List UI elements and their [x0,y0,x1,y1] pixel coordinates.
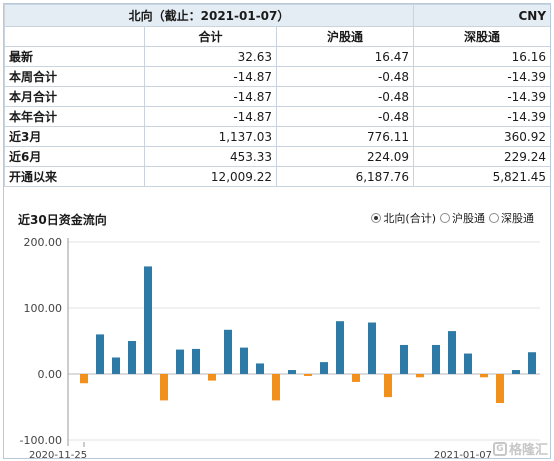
row-label: 近3月 [4,126,145,147]
y-tick-label: 0.00 [38,368,63,381]
cell-shenzhen: -14.39 [413,86,550,107]
cell-shenzhen: 16.16 [413,46,550,67]
cell-total: 32.63 [144,46,277,67]
cell-total: 12,009.22 [144,166,277,187]
y-tick-label: 200.00 [24,236,63,249]
bar [144,266,152,374]
radio-icon[interactable] [440,213,450,223]
watermark: G 格隆汇 [492,439,548,458]
column-header-shenzhen: 深股通 [413,26,550,47]
legend-option-2[interactable]: 深股通 [489,210,534,226]
table-title-row: 北向（截止：2021-01-07） CNY [4,4,550,27]
bar [256,363,264,374]
radio-icon[interactable] [489,213,499,223]
cell-shanghai: -0.48 [275,86,415,107]
bar [160,374,168,401]
cell-shanghai: 16.47 [275,46,415,67]
watermark-logo-icon: G [492,441,507,456]
row-label: 本年合计 [4,106,145,127]
bar [400,344,408,374]
cell-shanghai: -0.48 [275,66,415,87]
bar [352,374,360,382]
bar [320,362,328,374]
y-tick-label: 100.00 [24,302,63,315]
cell-shenzhen: 360.92 [413,126,550,147]
table-header-row: 合计 沪股通 深股通 [4,26,550,47]
table-row: 近3月 1,137.03 776.11 360.92 [4,126,550,147]
cell-shanghai: 224.09 [275,146,415,167]
bar [288,370,296,374]
bar [112,357,120,374]
currency-label: CNY [413,4,550,27]
bar [512,370,520,374]
bar [464,353,472,374]
y-tick-label: -100.00 [20,434,62,447]
bar [448,331,456,374]
bar [80,374,88,384]
bar [496,374,504,404]
bar [176,349,184,374]
legend-label: 沪股通 [452,212,485,225]
row-label: 本周合计 [4,66,145,87]
column-header-total: 合计 [144,26,277,47]
cell-shanghai: 6,187.76 [275,166,415,187]
northbound-table: 北向（截止：2021-01-07） CNY 合计 沪股通 深股通 最新 32.63… [4,4,550,187]
table-title: 北向（截止：2021-01-07） [4,4,415,27]
flow-chart-plot: 200.00 100.00 0.00 -100.00 2020-11-25 2021-01… [20,236,540,459]
table-row: 近6月 453.33 224.09 229.24 [4,146,550,167]
bar [368,322,376,374]
bar [304,374,312,376]
legend-label: 北向(合计) [383,212,436,225]
bar [192,348,200,374]
flow-chart: 200.00 100.00 0.00 -100.00 2020-11-25 2021-01… [4,202,550,459]
table-row: 本年合计 -14.87 -0.48 -14.39 [4,106,550,127]
bar [336,321,344,374]
x-tick-label-end: 2021-01-07 [434,450,492,459]
row-label: 最新 [4,46,145,67]
bar [128,341,136,374]
row-label: 开通以来 [4,166,145,187]
cell-shanghai: -0.48 [275,106,415,127]
legend-option-1[interactable]: 沪股通 [440,210,485,226]
bar [416,374,424,378]
legend-option-0[interactable]: 北向(合计) [371,210,436,226]
cell-total: -14.87 [144,66,277,87]
bar [432,344,440,374]
cell-shenzhen: 5,821.45 [413,166,550,187]
cell-shenzhen: -14.39 [413,106,550,127]
legend-label: 深股通 [501,212,534,225]
header-blank [4,26,145,47]
northbound-flow-panel: 北向（截止：2021-01-07） CNY 合计 沪股通 深股通 最新 32.63… [3,3,551,459]
cell-total: 1,137.03 [144,126,277,147]
watermark-text: 格隆汇 [508,443,548,458]
bar [384,374,392,398]
table-row: 开通以来 12,009.22 6,187.76 5,821.45 [4,166,550,187]
chart-title: 近30日资金流向 [18,213,107,227]
series-selector: 北向(合计) 沪股通 深股通 [371,210,534,226]
radio-icon[interactable] [371,213,382,223]
cell-shenzhen: 229.24 [413,146,550,167]
cell-shenzhen: -14.39 [413,66,550,87]
table-row: 本月合计 -14.87 -0.48 -14.39 [4,86,550,107]
bar [96,334,104,374]
x-tick-label-start: 2020-11-25 [29,450,87,459]
table-row: 本周合计 -14.87 -0.48 -14.39 [4,66,550,87]
cell-total: 453.33 [144,146,277,167]
bar [208,374,216,381]
cell-shanghai: 776.11 [275,126,415,147]
bar [480,374,488,378]
bar [224,329,232,374]
row-label: 本月合计 [4,86,145,107]
bar [272,374,280,401]
column-header-shanghai: 沪股通 [275,26,415,47]
bar [528,352,536,374]
bar [240,347,248,374]
row-label: 近6月 [4,146,145,167]
cell-total: -14.87 [144,106,277,127]
table-row: 最新 32.63 16.47 16.16 [4,46,550,67]
cell-total: -14.87 [144,86,277,107]
